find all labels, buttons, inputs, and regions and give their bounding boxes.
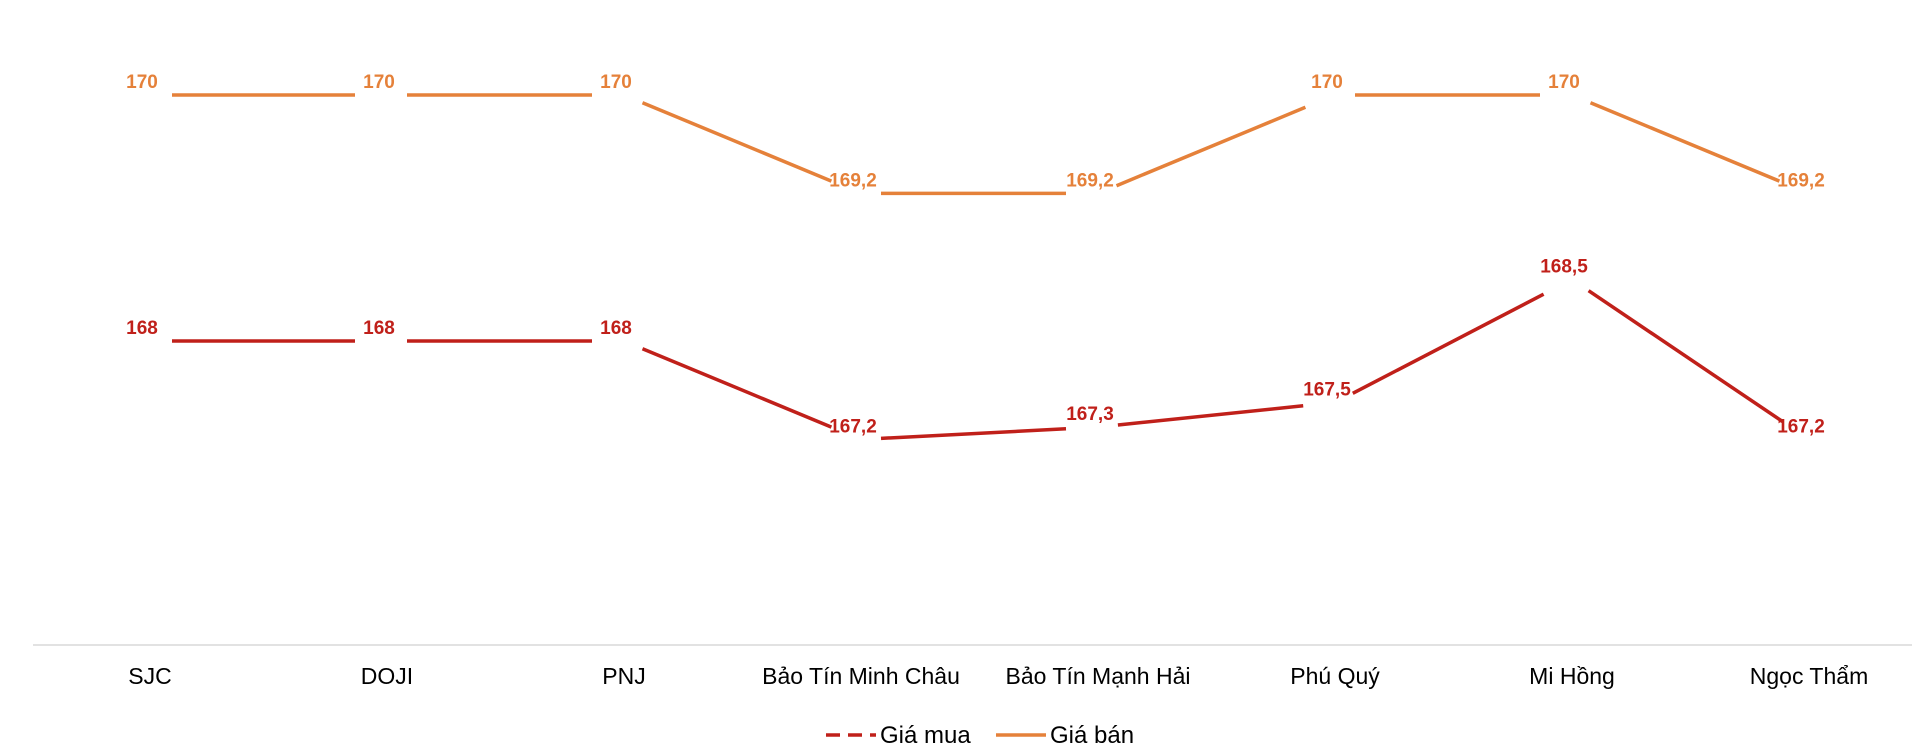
data-label: 168 (363, 318, 395, 339)
data-label-layer: 168 168 168 167,2 167,3 167,5 168,5 167,2 170 170… (126, 72, 1825, 437)
series-2-segment-7 (1589, 101, 1781, 183)
series-1-segment-5 (1117, 404, 1304, 427)
data-label: 170 (363, 72, 395, 93)
data-label: 170 (600, 72, 632, 93)
x-tick-label: Mi Hồng (1529, 663, 1615, 689)
series-1 (172, 289, 1784, 441)
data-label: 170 (1548, 72, 1580, 93)
legend: Giá mua Giá bán (826, 722, 1134, 749)
series-1-segment-4 (880, 427, 1067, 441)
series-1-segment-3 (641, 347, 833, 429)
data-label: 167,5 (1303, 380, 1351, 401)
x-tick-label: Bảo Tín Minh Châu (762, 663, 960, 689)
series-2-segment-3 (641, 101, 833, 183)
data-label: 168 (600, 318, 632, 339)
series-1-segment-7 (1587, 289, 1784, 423)
x-tick-label: PNJ (602, 663, 645, 689)
data-label: 169,2 (829, 170, 877, 191)
data-label: 170 (126, 72, 158, 93)
x-tick-label: DOJI (361, 663, 413, 689)
data-label: 167,2 (1777, 416, 1825, 437)
data-label: 169,2 (1777, 170, 1825, 191)
series-2 (172, 93, 1781, 196)
series-layer (172, 93, 1784, 441)
x-tick-label: Bảo Tín Mạnh Hải (1006, 663, 1191, 689)
data-label: 168 (126, 318, 158, 339)
data-label: 167,2 (829, 416, 877, 437)
legend-item-2: Giá bán (996, 722, 1134, 749)
data-label: 168,5 (1540, 257, 1588, 278)
x-tick-label: Phú Quý (1290, 663, 1380, 689)
data-label: 169,2 (1066, 170, 1114, 191)
x-tick-label: SJC (128, 663, 171, 689)
series-1-segment-6 (1351, 292, 1545, 395)
series-2-segment-5 (1115, 105, 1307, 188)
data-label: 167,3 (1066, 404, 1114, 425)
legend-item-1: Giá mua (826, 722, 971, 749)
legend-label: Giá mua (880, 722, 971, 749)
x-tick-label: Ngọc Thẩm (1750, 663, 1868, 689)
data-label: 170 (1311, 72, 1343, 93)
category-axis-labels: SJC DOJI PNJ Bảo Tín Minh Châu Bảo Tín Mạnh … (128, 663, 1868, 689)
legend-label: Giá bán (1050, 722, 1134, 749)
